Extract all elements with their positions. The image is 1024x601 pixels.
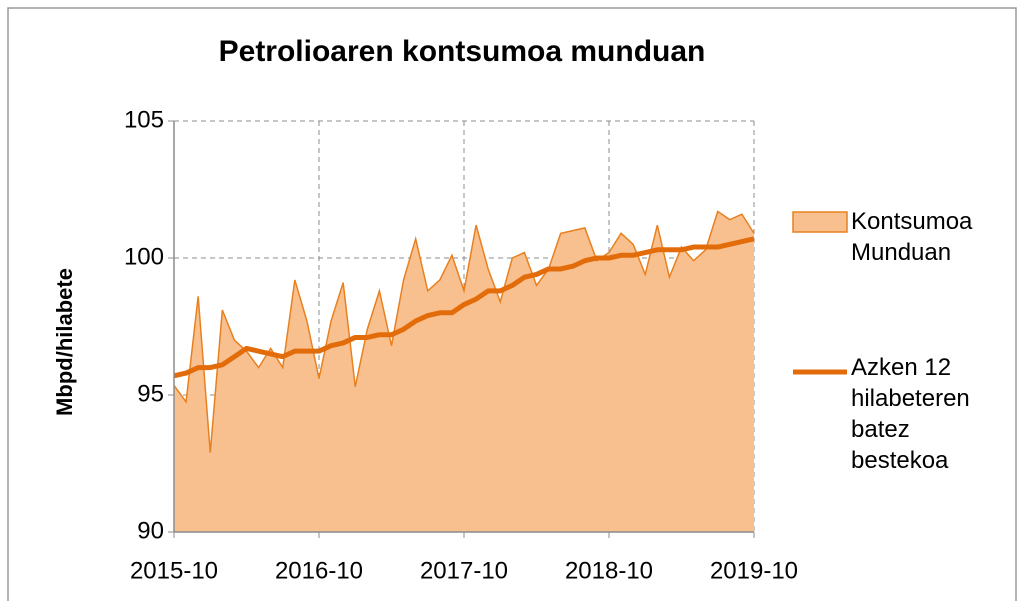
x-tick-label: 2017-10	[420, 557, 508, 584]
x-tick-label: 2015-10	[130, 557, 218, 584]
y-tick-label: 100	[124, 243, 164, 270]
legend-label: Azken 12 hilabeteren batez bestekoa	[851, 354, 970, 474]
legend-label: Kontsumoa Munduan	[851, 208, 973, 266]
line	[173, 236, 755, 379]
area-edge	[173, 210, 755, 453]
x-tick-label: 2016-10	[275, 557, 363, 584]
legend-swatch	[792, 211, 848, 233]
area	[174, 211, 754, 533]
y-tick-label: 105	[124, 106, 164, 133]
x-tick-label: 2018-10	[565, 557, 653, 584]
y-axis-label: Mbpd/hilabete	[52, 268, 77, 416]
chart-title: Petrolioaren kontsumoa munduan	[219, 35, 706, 68]
y-tick-label: 90	[137, 517, 164, 544]
y-tick-label: 95	[137, 380, 164, 407]
x-tick-label: 2019-10	[710, 557, 798, 584]
chart-border	[7, 7, 1017, 601]
